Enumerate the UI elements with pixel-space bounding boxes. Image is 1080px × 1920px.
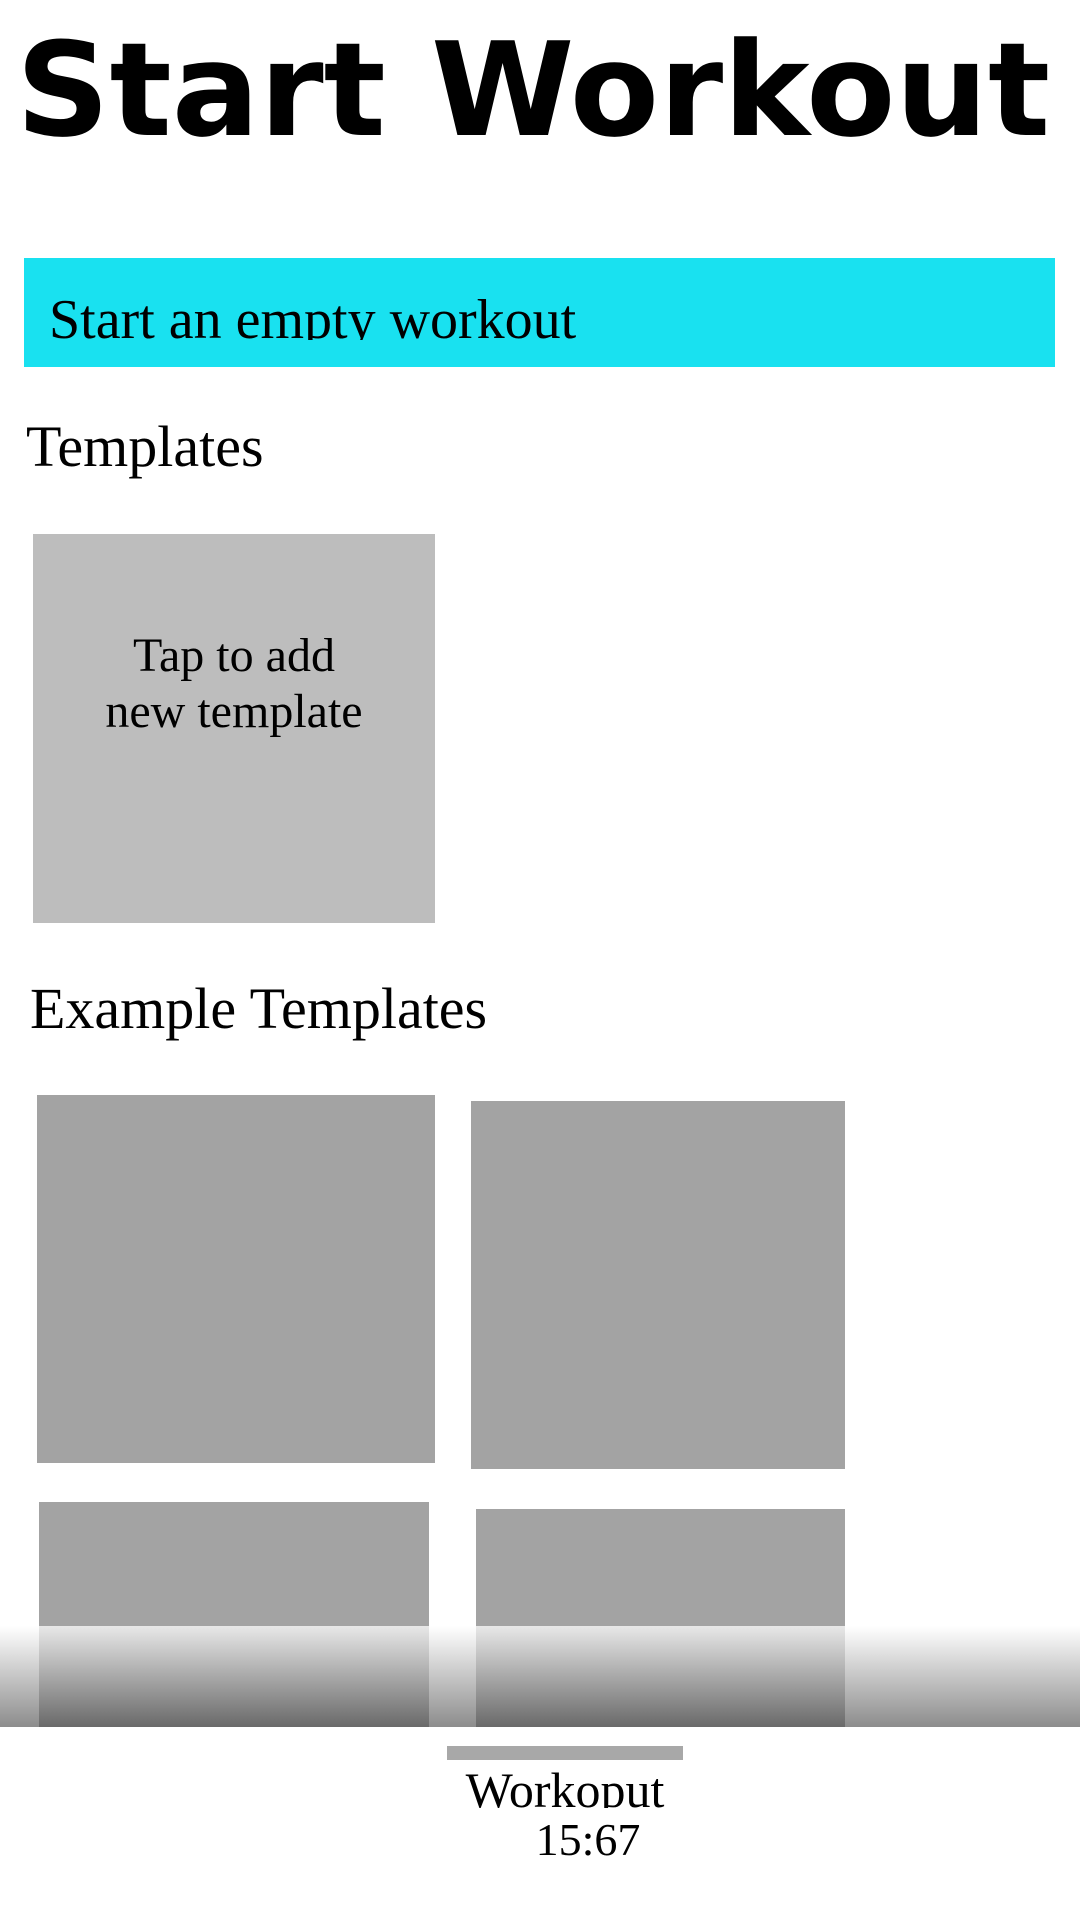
tile-text: Tap to add [133,629,335,682]
drag-handle [447,1746,683,1760]
add-template-tile[interactable]: Tap to add new template [33,534,435,923]
workout-timer: 15:67 [535,1814,641,1865]
example-tile[interactable] [471,1101,845,1469]
button-label: Start an empty workout [49,289,577,340]
example-tile[interactable] [37,1095,435,1463]
templates-heading: Templates [26,414,264,479]
page-title: Start Workout [16,14,1051,166]
tile-text: new template [105,685,363,738]
empty-workout-button[interactable]: Start an empty workout [24,258,1055,367]
example-heading: Example Templates [30,976,488,1041]
workout-label: Workoput [465,1762,665,1808]
fade-overlay [0,1626,1080,1727]
